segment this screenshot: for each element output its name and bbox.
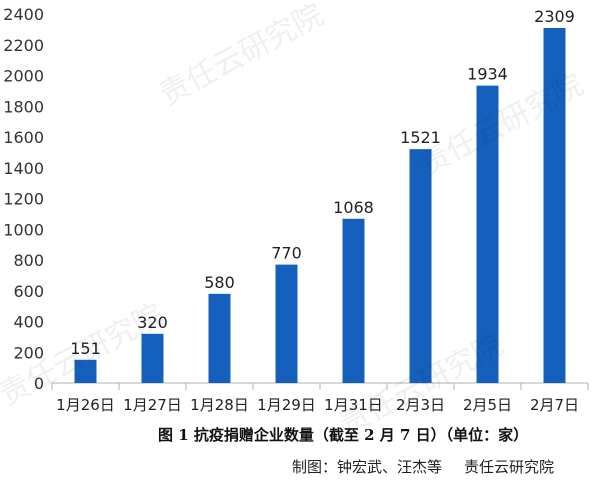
figure-caption: 图 1 抗疫捐赠企业数量（截至 2 月 7 日）（单位：家） — [158, 426, 529, 444]
y-tick-label: 2200 — [3, 36, 44, 55]
y-tick-label: 1000 — [3, 220, 44, 239]
y-tick-label: 2000 — [3, 67, 44, 86]
bar — [476, 85, 499, 384]
bar — [543, 27, 566, 384]
bar — [141, 333, 164, 383]
bar — [208, 293, 231, 383]
bar-chart: 0 200 400 600 800 1000 1200 1400 1600 1800 2000 220… — [3, 5, 589, 414]
credit-author: 制图：钟宏武、汪杰等 — [292, 458, 443, 476]
data-label: 320 — [137, 313, 168, 332]
x-tick-label: 2月5日 — [463, 396, 512, 414]
y-tick-label: 1200 — [3, 190, 44, 209]
bar — [342, 218, 365, 383]
data-label: 2309 — [534, 7, 575, 26]
x-tick-label: 1月28日 — [190, 396, 249, 414]
x-tick-label: 1月29日 — [257, 396, 316, 414]
x-tick-label: 1月27日 — [123, 396, 182, 414]
data-label: 580 — [204, 273, 235, 292]
y-tick-label: 600 — [13, 282, 44, 301]
y-tick-label: 200 — [13, 343, 44, 362]
credit-org: 责任云研究院 — [464, 458, 555, 476]
y-tick-label: 400 — [13, 313, 44, 332]
data-label: 1521 — [400, 128, 441, 147]
x-tick-label: 2月7日 — [530, 396, 579, 414]
x-tick-label: 2月3日 — [396, 396, 445, 414]
data-label: 770 — [271, 244, 302, 263]
figure-credit: 制图：钟宏武、汪杰等 责任云研究院 — [292, 456, 576, 477]
data-label: 151 — [70, 339, 101, 358]
y-tick-label: 1800 — [3, 97, 44, 116]
data-label: 1068 — [333, 198, 374, 217]
x-tick-label: 1月26日 — [56, 396, 115, 414]
y-tick-label: 1600 — [3, 128, 44, 147]
data-label: 1934 — [467, 65, 508, 84]
y-tick-label: 1400 — [3, 159, 44, 178]
y-tick-label: 0 — [34, 374, 44, 393]
y-tick-label: 2400 — [3, 5, 44, 24]
y-tick-label: 800 — [13, 251, 44, 270]
bar — [74, 359, 97, 383]
bar — [409, 149, 432, 383]
x-tick-label: 1月31日 — [324, 396, 383, 414]
bar — [275, 264, 298, 383]
